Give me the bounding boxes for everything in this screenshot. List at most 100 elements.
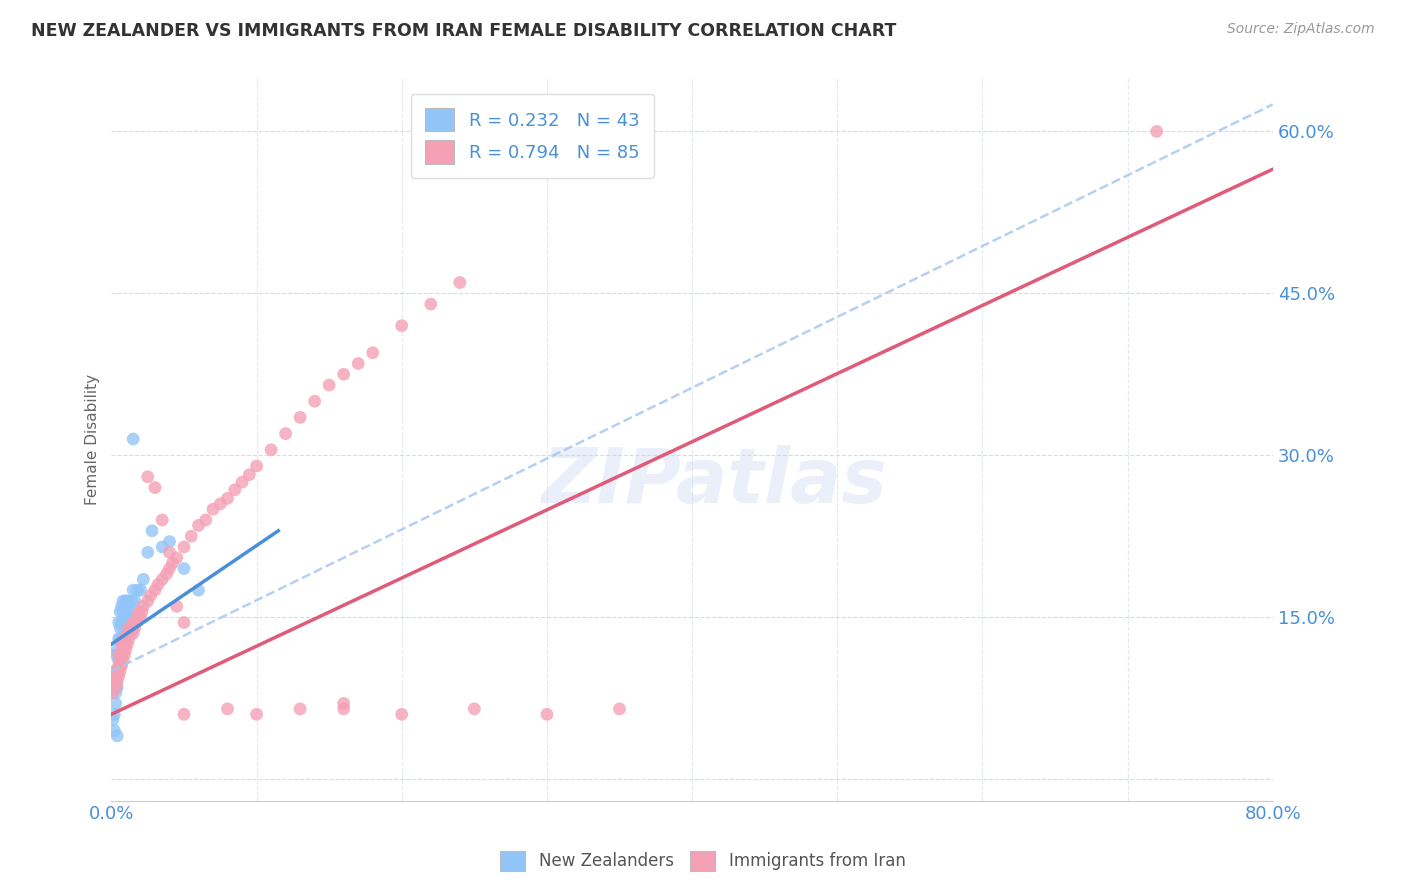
Point: [318, 378, 340, 392]
Point: [108, 664, 131, 678]
Point: [361, 345, 384, 359]
Point: [173, 615, 195, 630]
Point: [115, 642, 138, 657]
Point: [173, 540, 195, 554]
Point: [127, 610, 149, 624]
Point: [105, 664, 128, 678]
Point: [111, 653, 134, 667]
Point: [105, 642, 128, 657]
Legend: New Zealanders, Immigrants from Iran: New Zealanders, Immigrants from Iran: [492, 842, 914, 880]
Point: [136, 470, 159, 484]
Point: [122, 583, 145, 598]
Point: [173, 561, 195, 575]
Point: [114, 648, 136, 662]
Point: [107, 648, 129, 662]
Point: [463, 702, 485, 716]
Point: [111, 594, 134, 608]
Point: [115, 632, 138, 646]
Text: ZIPatlas: ZIPatlas: [543, 445, 889, 519]
Point: [150, 513, 173, 527]
Point: [128, 605, 150, 619]
Point: [143, 583, 166, 598]
Point: [132, 599, 155, 614]
Point: [108, 653, 131, 667]
Point: [347, 356, 370, 370]
Point: [288, 702, 311, 716]
Point: [107, 653, 129, 667]
Point: [166, 550, 188, 565]
Point: [187, 583, 209, 598]
Point: [332, 368, 354, 382]
Point: [391, 318, 413, 333]
Point: [108, 632, 131, 646]
Point: [110, 637, 132, 651]
Point: [124, 621, 146, 635]
Point: [121, 594, 143, 608]
Point: [194, 513, 217, 527]
Point: [304, 394, 326, 409]
Point: [129, 610, 152, 624]
Point: [104, 697, 127, 711]
Point: [107, 658, 129, 673]
Point: [180, 529, 202, 543]
Y-axis label: Female Disability: Female Disability: [86, 374, 100, 505]
Point: [122, 626, 145, 640]
Point: [115, 610, 138, 624]
Point: [115, 594, 138, 608]
Point: [117, 610, 139, 624]
Point: [332, 697, 354, 711]
Point: [173, 707, 195, 722]
Point: [118, 621, 141, 635]
Point: [419, 297, 441, 311]
Point: [162, 556, 184, 570]
Point: [103, 674, 125, 689]
Point: [609, 702, 631, 716]
Point: [127, 583, 149, 598]
Point: [136, 594, 159, 608]
Point: [103, 664, 125, 678]
Point: [202, 502, 225, 516]
Point: [104, 669, 127, 683]
Point: [245, 458, 267, 473]
Text: Source: ZipAtlas.com: Source: ZipAtlas.com: [1227, 22, 1375, 37]
Point: [449, 276, 471, 290]
Point: [111, 632, 134, 646]
Point: [129, 583, 152, 598]
Point: [107, 615, 129, 630]
Point: [143, 481, 166, 495]
Point: [217, 491, 239, 506]
Point: [146, 578, 169, 592]
Point: [209, 497, 232, 511]
Point: [104, 680, 127, 694]
Point: [391, 707, 413, 722]
Point: [104, 648, 127, 662]
Point: [536, 707, 558, 722]
Point: [139, 589, 162, 603]
Point: [108, 605, 131, 619]
Point: [105, 729, 128, 743]
Point: [238, 467, 260, 482]
Point: [108, 621, 131, 635]
Point: [101, 686, 124, 700]
Point: [111, 605, 134, 619]
Point: [110, 648, 132, 662]
Point: [111, 621, 134, 635]
Point: [103, 707, 125, 722]
Legend: R = 0.232   N = 43, R = 0.794   N = 85: R = 0.232 N = 43, R = 0.794 N = 85: [411, 94, 654, 178]
Point: [131, 605, 153, 619]
Point: [245, 707, 267, 722]
Point: [120, 599, 142, 614]
Point: [104, 686, 127, 700]
Point: [121, 621, 143, 635]
Point: [110, 632, 132, 646]
Point: [107, 632, 129, 646]
Point: [105, 674, 128, 689]
Point: [124, 594, 146, 608]
Point: [107, 669, 129, 683]
Point: [166, 599, 188, 614]
Point: [1146, 124, 1168, 138]
Point: [117, 637, 139, 651]
Point: [110, 615, 132, 630]
Point: [150, 572, 173, 586]
Point: [155, 566, 177, 581]
